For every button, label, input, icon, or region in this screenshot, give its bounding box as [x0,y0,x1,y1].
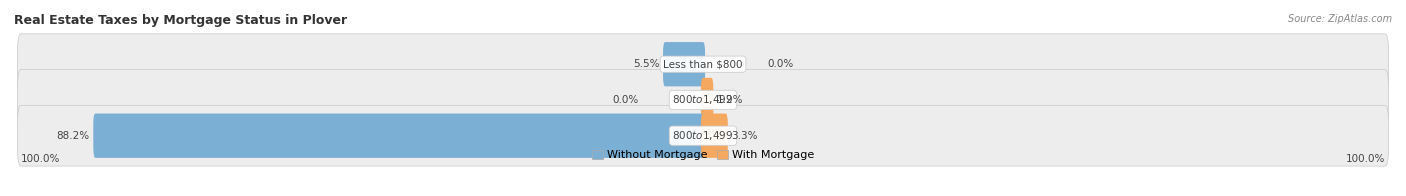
FancyBboxPatch shape [93,113,704,158]
Text: Real Estate Taxes by Mortgage Status in Plover: Real Estate Taxes by Mortgage Status in … [14,14,347,27]
FancyBboxPatch shape [702,113,728,158]
Text: 0.0%: 0.0% [768,59,793,69]
Text: 100.0%: 100.0% [21,154,60,164]
Text: 1.2%: 1.2% [717,95,744,105]
Text: 5.5%: 5.5% [633,59,659,69]
FancyBboxPatch shape [17,105,1389,166]
Text: 88.2%: 88.2% [56,131,90,141]
Text: Source: ZipAtlas.com: Source: ZipAtlas.com [1288,14,1392,24]
Text: 0.0%: 0.0% [613,95,638,105]
Text: $800 to $1,499: $800 to $1,499 [672,129,734,142]
Text: Less than $800: Less than $800 [664,59,742,69]
FancyBboxPatch shape [17,70,1389,130]
FancyBboxPatch shape [664,42,704,86]
Text: 3.3%: 3.3% [731,131,758,141]
Text: 100.0%: 100.0% [1346,154,1385,164]
FancyBboxPatch shape [17,34,1389,95]
FancyBboxPatch shape [702,78,713,122]
Legend: Without Mortgage, With Mortgage: Without Mortgage, With Mortgage [588,146,818,165]
Text: $800 to $1,499: $800 to $1,499 [672,93,734,106]
